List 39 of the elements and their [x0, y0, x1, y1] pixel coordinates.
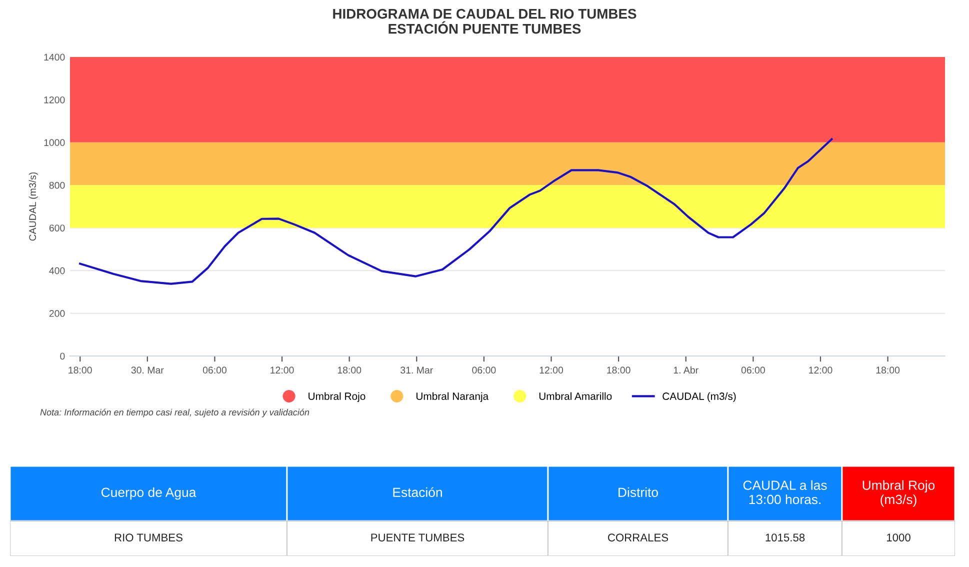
y-tick-label: 200: [49, 310, 65, 317]
y-axis-title: CAUDAL (m3/s): [28, 172, 38, 241]
text: 1015.58: [766, 534, 805, 542]
text: 1000: [886, 534, 910, 542]
legend-label: Umbral Naranja: [416, 392, 489, 402]
x-tick-label: 1. Abr: [674, 366, 698, 374]
x-tick-label: 18:00: [607, 366, 630, 374]
category-label: Cuerpo de Agua: [101, 487, 196, 500]
legend-label: CAUDAL (m3/s): [662, 392, 736, 402]
y-tick-label: 1000: [44, 139, 65, 146]
x-tick-label: 18:00: [338, 366, 362, 374]
x-tick-label: 31. Mar: [400, 366, 433, 374]
text: Nota: Información en tiempo casi real, sujeto a revisión y validación: [40, 408, 310, 418]
x-tick-label: 12:00: [540, 366, 564, 374]
x-tick-label: 18:00: [68, 366, 92, 374]
y-tick-label: 600: [49, 224, 65, 232]
chart-title: HIDROGRAMA DE CAUDAL DEL RIO TUMBES: [333, 8, 636, 19]
chart-subtitle: ESTACIÓN PUENTE TUMBES: [388, 21, 581, 34]
text: RIO TUMBES: [114, 534, 182, 542]
x-tick-label: 12:00: [270, 366, 294, 374]
text: PUENTE TUMBES: [371, 534, 464, 542]
x-tick-label: 06:00: [741, 366, 765, 374]
x-tick-label: 30. Mar: [131, 366, 164, 374]
legend-label: Umbral Rojo: [308, 392, 366, 402]
x-tick-label: 12:00: [809, 366, 832, 374]
legend-label: Umbral Amarillo: [539, 392, 612, 400]
y-tick-label: 0: [60, 352, 65, 360]
text: CORRALES: [608, 534, 668, 542]
x-tick-label: 06:00: [202, 366, 226, 374]
category-label: Distrito: [618, 487, 658, 498]
x-tick-label: 18:00: [876, 366, 900, 374]
y-tick-label: 1400: [44, 54, 65, 61]
category-label: Estación: [393, 487, 442, 498]
category-label: Umbral Rojo (m3/s): [862, 480, 935, 507]
y-tick-label: 400: [49, 267, 65, 274]
y-tick-label: 1200: [44, 96, 65, 104]
y-tick-label: 800: [49, 182, 65, 189]
category-label: CAUDAL a las 13:00 horas.: [743, 480, 827, 504]
x-tick-label: 06:00: [472, 366, 496, 374]
